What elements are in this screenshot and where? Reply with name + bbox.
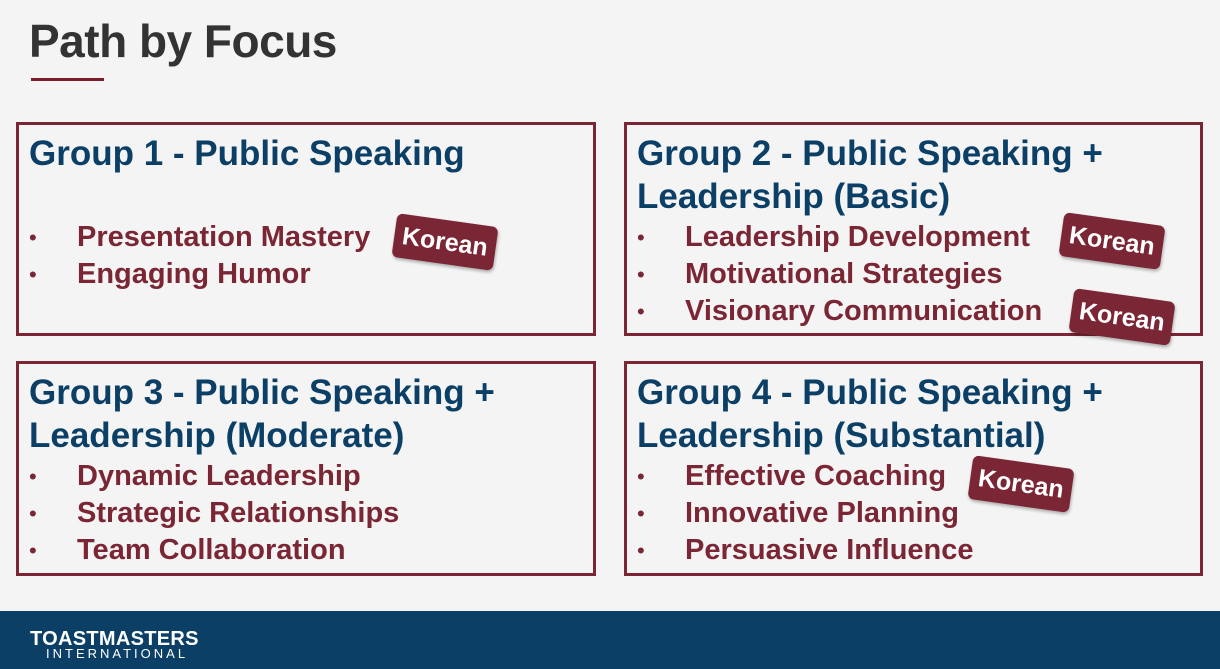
group-4-title: Group 4 - Public Speaking + Leadership (… — [637, 373, 1103, 455]
bullet: • — [637, 464, 645, 489]
path-name: Motivational Strategies — [685, 258, 1003, 290]
bullet: • — [637, 538, 645, 563]
list-item: • Motivational Strategies — [637, 256, 1192, 293]
group-2-title: Group 2 - Public Speaking + Leadership (… — [637, 134, 1103, 216]
path-name: Presentation Mastery — [77, 221, 371, 253]
group-3-title: Group 3 - Public Speaking + Leadership (… — [29, 373, 495, 455]
toastmasters-logo: TOASTMASTERS — [30, 628, 199, 650]
list-item: • Team Collaboration — [29, 532, 585, 569]
list-item: • Engaging Humor — [29, 256, 585, 293]
list-item: • Strategic Relationships — [29, 495, 585, 532]
path-name: Team Collaboration — [77, 534, 346, 566]
path-name: Innovative Planning — [685, 497, 959, 529]
group-3-list: • Dynamic Leadership • Strategic Relatio… — [29, 458, 585, 569]
path-name: Effective Coaching — [685, 460, 947, 492]
list-item: • Presentation Mastery — [29, 219, 585, 256]
list-item: • Effective Coaching — [637, 458, 1192, 495]
toastmasters-logo-subtitle: INTERNATIONAL — [46, 646, 189, 661]
list-item: • Leadership Development — [637, 219, 1192, 256]
bullet: • — [29, 464, 37, 489]
path-name: Strategic Relationships — [77, 497, 400, 529]
path-name: Leadership Development — [685, 221, 1030, 253]
bullet: • — [29, 262, 37, 287]
bullet: • — [29, 225, 37, 250]
bullet: • — [637, 225, 645, 250]
bullet: • — [637, 501, 645, 526]
path-name: Engaging Humor — [77, 258, 311, 290]
footer-bar: TOASTMASTERS INTERNATIONAL — [0, 611, 1220, 669]
path-name: Persuasive Influence — [685, 534, 974, 566]
group-2-list: • Leadership Development • Motivational … — [637, 219, 1192, 330]
list-item: • Innovative Planning — [637, 495, 1192, 532]
group-4-panel: Group 4 - Public Speaking + Leadership (… — [624, 361, 1203, 576]
group-4-list: • Effective Coaching • Innovative Planni… — [637, 458, 1192, 569]
path-name: Visionary Communication — [685, 295, 1043, 327]
list-item: • Visionary Communication — [637, 293, 1192, 330]
bullet: • — [637, 262, 645, 287]
bullet: • — [29, 501, 37, 526]
path-name: Dynamic Leadership — [77, 460, 361, 492]
bullet: • — [637, 299, 645, 324]
page-title: Path by Focus — [29, 15, 337, 67]
list-item: • Dynamic Leadership — [29, 458, 585, 495]
group-1-title: Group 1 - Public Speaking — [29, 134, 465, 173]
group-2-panel: Group 2 - Public Speaking + Leadership (… — [624, 122, 1203, 346]
group-1-list: • Presentation Mastery • Engaging Humor — [29, 219, 585, 293]
group-1-panel: Group 1 - Public Speaking • Presentation… — [16, 122, 596, 336]
title-underline — [31, 78, 104, 81]
list-item: • Persuasive Influence — [637, 532, 1192, 569]
bullet: • — [29, 538, 37, 563]
group-3-panel: Group 3 - Public Speaking + Leadership (… — [16, 361, 596, 576]
